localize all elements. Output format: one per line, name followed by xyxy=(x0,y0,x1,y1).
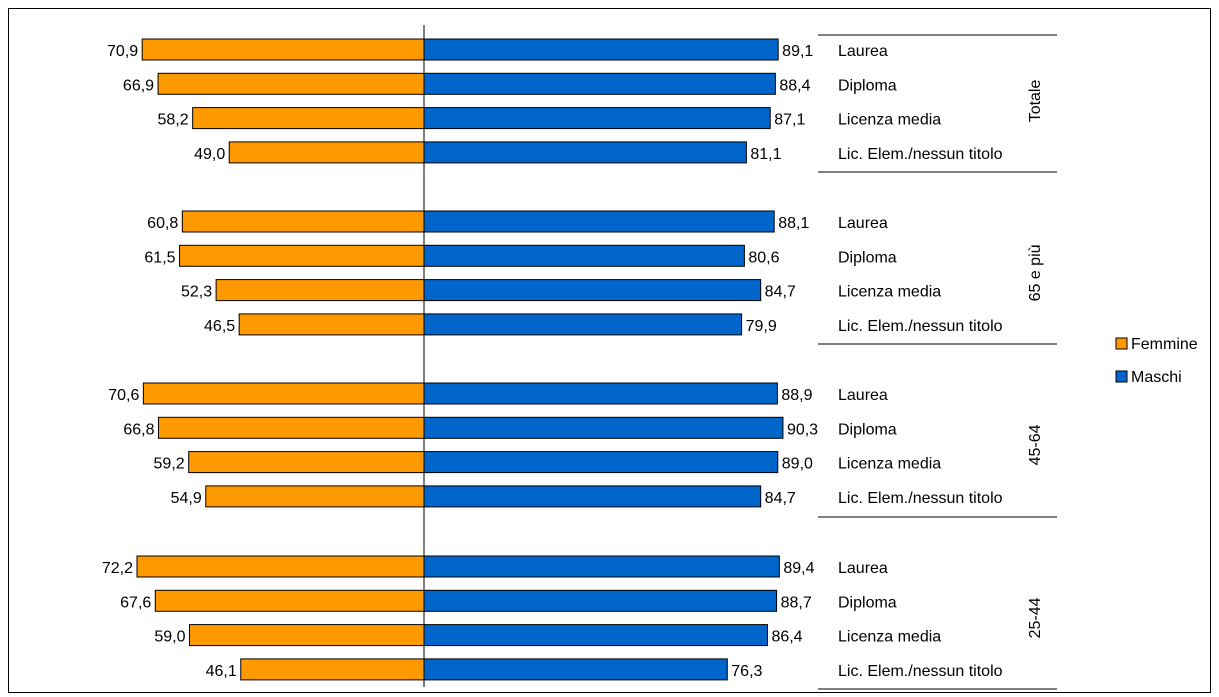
value-label-femmine: 52,3 xyxy=(181,284,212,301)
value-label-maschi: 89,1 xyxy=(782,43,813,60)
group-label: 65 e più xyxy=(1027,244,1044,301)
bar-femmine xyxy=(154,589,425,612)
value-label-maschi: 79,9 xyxy=(746,318,777,335)
value-label-femmine: 72,2 xyxy=(102,560,133,577)
category-label: Diploma xyxy=(838,249,897,266)
value-label-femmine: 59,0 xyxy=(154,629,185,646)
bar-maschi xyxy=(423,485,762,508)
value-label-femmine: 67,6 xyxy=(120,594,151,611)
value-label-femmine: 61,5 xyxy=(144,249,175,266)
value-label-maschi: 89,4 xyxy=(783,560,814,577)
legend-swatch-femmine xyxy=(1115,337,1128,350)
category-label: Laurea xyxy=(838,215,888,232)
value-label-femmine: 49,0 xyxy=(194,146,225,163)
value-label-maschi: 88,1 xyxy=(778,215,809,232)
value-label-femmine: 54,9 xyxy=(171,490,202,507)
bar-femmine xyxy=(142,382,425,405)
value-label-femmine: 46,5 xyxy=(204,318,235,335)
group-label: Totale xyxy=(1027,80,1044,123)
legend-label-femmine: Femmine xyxy=(1131,336,1198,353)
bar-maschi xyxy=(423,210,775,233)
group-label: 45-64 xyxy=(1027,424,1044,465)
bar-maschi xyxy=(423,141,747,164)
category-label: Lic. Elem./nessun titolo xyxy=(838,490,1003,507)
value-label-maschi: 88,9 xyxy=(781,387,812,404)
bar-maschi xyxy=(423,244,745,267)
category-label: Diploma xyxy=(838,594,897,611)
bar-femmine xyxy=(192,107,425,130)
value-label-maschi: 87,1 xyxy=(774,112,805,129)
value-label-femmine: 60,8 xyxy=(147,215,178,232)
bar-femmine xyxy=(157,72,425,95)
category-label: Laurea xyxy=(838,387,888,404)
legend: Femmine Maschi xyxy=(1115,336,1198,386)
bar-maschi xyxy=(423,451,779,474)
value-label-maschi: 76,3 xyxy=(731,663,762,680)
bar-maschi xyxy=(423,38,779,61)
bar-femmine xyxy=(141,38,425,61)
category-label: Licenza media xyxy=(838,284,941,301)
bar-femmine xyxy=(238,313,425,336)
category-label: Licenza media xyxy=(838,456,941,473)
value-label-maschi: 89,0 xyxy=(782,456,813,473)
value-label-femmine: 58,2 xyxy=(158,112,189,129)
value-label-maschi: 84,7 xyxy=(765,284,796,301)
bar-femmine xyxy=(205,485,425,508)
category-label: Licenza media xyxy=(838,629,941,646)
bar-maschi xyxy=(423,555,780,578)
category-label: Lic. Elem./nessun titolo xyxy=(838,146,1003,163)
bar-maschi xyxy=(423,279,762,302)
bar-maschi xyxy=(423,624,768,647)
value-label-maschi: 88,7 xyxy=(781,594,812,611)
bar-femmine xyxy=(228,141,425,164)
bar-femmine xyxy=(240,658,425,681)
group-label: 25-44 xyxy=(1027,597,1044,638)
category-label: Lic. Elem./nessun titolo xyxy=(838,663,1003,680)
value-label-femmine: 70,6 xyxy=(108,387,139,404)
category-label: Diploma xyxy=(838,421,897,438)
bar-maschi xyxy=(423,658,728,681)
bar-femmine xyxy=(179,244,425,267)
category-label: Diploma xyxy=(838,77,897,94)
value-label-femmine: 66,8 xyxy=(123,421,154,438)
value-label-femmine: 59,2 xyxy=(154,456,185,473)
bar-femmine xyxy=(157,416,425,439)
value-label-maschi: 80,6 xyxy=(748,249,779,266)
bar-femmine xyxy=(188,451,425,474)
value-label-femmine: 46,1 xyxy=(206,663,237,680)
bar-maschi xyxy=(423,416,784,439)
legend-label-maschi: Maschi xyxy=(1131,369,1182,386)
bar-femmine xyxy=(188,624,425,647)
value-label-maschi: 86,4 xyxy=(771,629,802,646)
bar-maschi xyxy=(423,382,778,405)
bar-maschi xyxy=(423,589,778,612)
bar-maschi xyxy=(423,313,743,336)
legend-swatch-maschi xyxy=(1115,370,1128,383)
category-label: Laurea xyxy=(838,43,888,60)
bar-maschi xyxy=(423,107,771,130)
value-label-maschi: 90,3 xyxy=(787,421,818,438)
bar-femmine xyxy=(136,555,425,578)
value-label-maschi: 84,7 xyxy=(765,490,796,507)
value-label-maschi: 81,1 xyxy=(750,146,781,163)
category-label: Laurea xyxy=(838,560,888,577)
value-label-maschi: 88,4 xyxy=(779,77,810,94)
value-label-femmine: 66,9 xyxy=(123,77,154,94)
bar-femmine xyxy=(181,210,425,233)
category-label: Licenza media xyxy=(838,112,941,129)
category-label: Lic. Elem./nessun titolo xyxy=(838,318,1003,335)
bar-maschi xyxy=(423,72,776,95)
value-label-femmine: 70,9 xyxy=(107,43,138,60)
bar-femmine xyxy=(215,279,425,302)
